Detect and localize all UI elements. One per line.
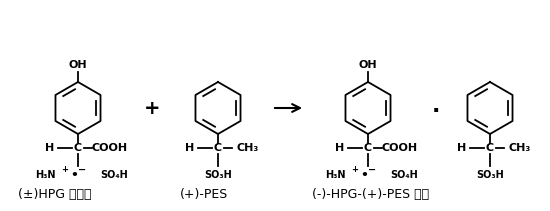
Text: H₃N: H₃N <box>36 170 56 180</box>
Text: H: H <box>185 143 195 153</box>
Text: •: • <box>360 169 368 181</box>
Text: −: − <box>368 165 376 175</box>
Text: OH: OH <box>359 60 377 70</box>
Text: +: + <box>144 99 160 118</box>
Text: (±)HPG 碗酸盐: (±)HPG 碗酸盐 <box>18 188 91 201</box>
Text: H: H <box>45 143 54 153</box>
Text: C: C <box>74 143 82 153</box>
Text: +: + <box>62 165 69 174</box>
Text: SO₄H: SO₄H <box>100 170 128 180</box>
Text: C: C <box>486 143 494 153</box>
Text: +: + <box>351 165 359 174</box>
Text: (+)-PES: (+)-PES <box>180 188 228 201</box>
Text: SO₃H: SO₃H <box>204 170 232 180</box>
Text: H: H <box>336 143 345 153</box>
Text: H₃N: H₃N <box>326 170 346 180</box>
Text: •: • <box>70 169 78 181</box>
Text: CH₃: CH₃ <box>509 143 531 153</box>
Text: SO₄H: SO₄H <box>390 170 418 180</box>
Text: (-)-HPG-(+)-PES 复盐: (-)-HPG-(+)-PES 复盐 <box>312 188 429 201</box>
Text: C: C <box>364 143 372 153</box>
Text: H: H <box>458 143 466 153</box>
Text: SO₃H: SO₃H <box>476 170 504 180</box>
Text: C: C <box>214 143 222 153</box>
Text: OH: OH <box>69 60 87 70</box>
Text: CH₃: CH₃ <box>237 143 259 153</box>
Text: ·: · <box>432 101 440 121</box>
Text: COOH: COOH <box>92 143 128 153</box>
Text: −: − <box>78 165 86 175</box>
Text: COOH: COOH <box>382 143 418 153</box>
